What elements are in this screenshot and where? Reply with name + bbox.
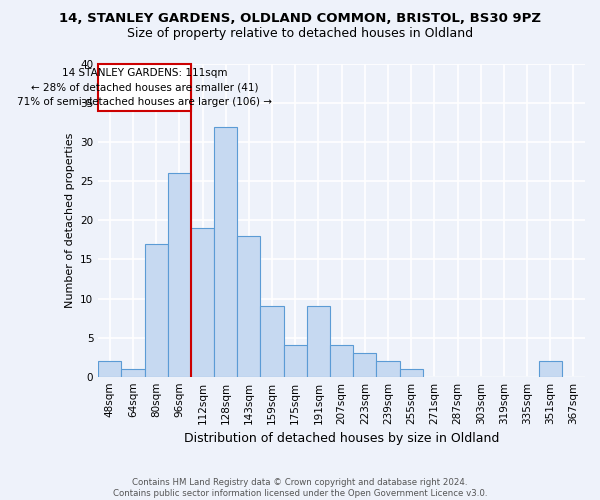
Bar [539,361,562,376]
Bar [400,369,423,376]
Y-axis label: Number of detached properties: Number of detached properties [65,132,74,308]
Bar [168,174,191,376]
Bar [237,236,260,376]
Text: 14 STANLEY GARDENS: 111sqm: 14 STANLEY GARDENS: 111sqm [62,68,227,78]
Text: Size of property relative to detached houses in Oldland: Size of property relative to detached ho… [127,28,473,40]
Bar [145,244,168,376]
Bar [353,353,376,376]
Text: Contains HM Land Registry data © Crown copyright and database right 2024.
Contai: Contains HM Land Registry data © Crown c… [113,478,487,498]
Bar [121,369,145,376]
FancyBboxPatch shape [98,64,191,111]
Bar [284,346,307,376]
Bar [307,306,330,376]
Text: 71% of semi-detached houses are larger (106) →: 71% of semi-detached houses are larger (… [17,96,272,106]
Bar [376,361,400,376]
Bar [214,126,237,376]
Bar [330,346,353,376]
X-axis label: Distribution of detached houses by size in Oldland: Distribution of detached houses by size … [184,432,499,445]
Bar [260,306,284,376]
Text: 14, STANLEY GARDENS, OLDLAND COMMON, BRISTOL, BS30 9PZ: 14, STANLEY GARDENS, OLDLAND COMMON, BRI… [59,12,541,26]
Text: ← 28% of detached houses are smaller (41): ← 28% of detached houses are smaller (41… [31,82,259,92]
Bar [191,228,214,376]
Bar [98,361,121,376]
